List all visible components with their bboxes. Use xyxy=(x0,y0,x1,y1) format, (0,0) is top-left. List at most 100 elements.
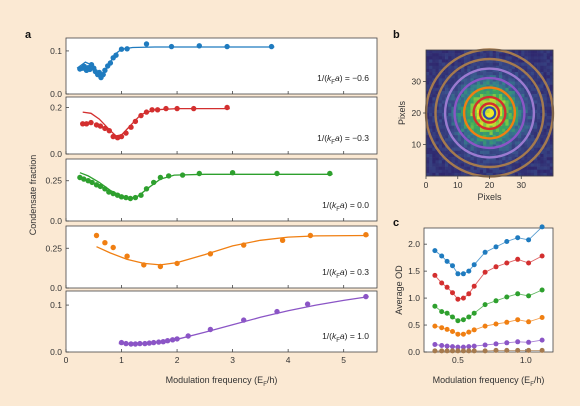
heatmap-cell xyxy=(441,87,446,92)
heatmap-cell xyxy=(438,119,443,123)
heatmap-cell xyxy=(549,56,554,60)
heatmap-cell xyxy=(460,62,465,67)
heatmap-cell xyxy=(524,119,528,123)
heatmap-cell xyxy=(432,147,436,152)
heatmap-cell xyxy=(441,78,446,82)
heatmap-cell xyxy=(441,135,446,139)
heatmap-cell xyxy=(438,53,443,57)
heatmap-cell xyxy=(524,116,528,120)
heatmap-cell xyxy=(476,106,481,111)
heatmap-cell xyxy=(467,103,471,107)
data-point xyxy=(169,337,176,343)
data-point xyxy=(504,319,510,325)
heatmap-cell xyxy=(460,94,465,98)
heatmap-cell xyxy=(540,169,544,174)
heatmap-cell xyxy=(546,147,551,152)
heatmap-cell xyxy=(495,119,500,123)
heatmap-cell xyxy=(479,141,484,145)
heatmap-cell xyxy=(499,65,503,70)
heatmap-cell xyxy=(432,128,436,133)
data-point xyxy=(110,190,116,197)
heatmap-cell xyxy=(527,100,532,104)
heatmap-cell xyxy=(489,103,493,107)
heatmap-cell xyxy=(457,68,462,73)
heatmap-cell xyxy=(486,128,490,133)
heatmap-cell xyxy=(533,135,538,139)
heatmap-cell xyxy=(476,72,481,76)
data-point xyxy=(106,189,112,195)
data-point xyxy=(102,125,108,132)
data-point xyxy=(539,253,545,259)
heatmap-cell xyxy=(549,157,554,161)
heatmap-cell xyxy=(530,138,535,142)
x-axis-label: Pixels xyxy=(477,192,502,202)
heatmap-cell xyxy=(426,106,430,111)
heatmap-cell xyxy=(454,50,459,54)
heatmap-cell xyxy=(441,56,446,60)
heatmap-cell xyxy=(499,169,503,174)
heatmap-cell xyxy=(467,84,471,89)
subplot-annotation: 1/(kFa) = 0.3 xyxy=(322,267,369,280)
heatmap-cell xyxy=(464,94,468,98)
heatmap-cell xyxy=(546,56,551,60)
heatmap-cell xyxy=(454,169,459,174)
heatmap-cell xyxy=(473,72,478,76)
heatmap-cell xyxy=(533,72,538,76)
heatmap-cell xyxy=(499,75,503,79)
data-point xyxy=(163,105,169,112)
data-point xyxy=(268,43,275,50)
data-point xyxy=(143,41,150,47)
data-point xyxy=(439,325,445,331)
heatmap-cell xyxy=(514,100,519,104)
heatmap-cell xyxy=(451,116,455,120)
heatmap-cell xyxy=(464,153,468,158)
heatmap-cell xyxy=(483,122,487,126)
heatmap-cell xyxy=(540,90,544,95)
heatmap-cell xyxy=(479,169,484,174)
heatmap-cell xyxy=(514,116,519,120)
heatmap-cell xyxy=(492,157,497,161)
heatmap-cell xyxy=(495,163,500,167)
heatmap-cell xyxy=(479,50,484,54)
heatmap-cell xyxy=(521,53,525,57)
heatmap-cell xyxy=(464,50,468,54)
heatmap-cell xyxy=(495,109,500,114)
heatmap-cell xyxy=(508,100,513,104)
heatmap-cell xyxy=(540,166,544,170)
heatmap-cell xyxy=(438,169,443,174)
heatmap-cell xyxy=(435,78,439,82)
heatmap-cell xyxy=(514,125,519,130)
heatmap-cell xyxy=(499,72,503,76)
heatmap-cell xyxy=(511,94,516,98)
heatmap-cell xyxy=(486,62,490,67)
heatmap-cell xyxy=(540,78,544,82)
heatmap-cell xyxy=(543,90,547,95)
heatmap-cell xyxy=(518,100,522,104)
heatmap-cell xyxy=(540,138,544,142)
heatmap-cell xyxy=(426,160,430,164)
heatmap-cell xyxy=(508,81,513,85)
heatmap-cell xyxy=(438,163,443,167)
heatmap-cell xyxy=(508,169,513,174)
heatmap-cell xyxy=(499,125,503,130)
data-point xyxy=(274,170,280,177)
heatmap-cell xyxy=(543,163,547,167)
heatmap-cell xyxy=(460,56,465,60)
heatmap-cell xyxy=(438,50,443,54)
heatmap-cell xyxy=(543,97,547,101)
heatmap-cell xyxy=(445,59,449,63)
heatmap-cell xyxy=(464,87,468,92)
heatmap-cell xyxy=(530,163,535,167)
heatmap-cell xyxy=(429,128,433,133)
data-point xyxy=(539,224,545,230)
heatmap-cell xyxy=(543,84,547,89)
heatmap-cell xyxy=(441,50,446,54)
heatmap-cell xyxy=(533,50,538,54)
heatmap-cell xyxy=(454,125,459,130)
heatmap-cell xyxy=(527,68,532,73)
heatmap-cell xyxy=(438,97,443,101)
heatmap-cell xyxy=(489,97,493,101)
